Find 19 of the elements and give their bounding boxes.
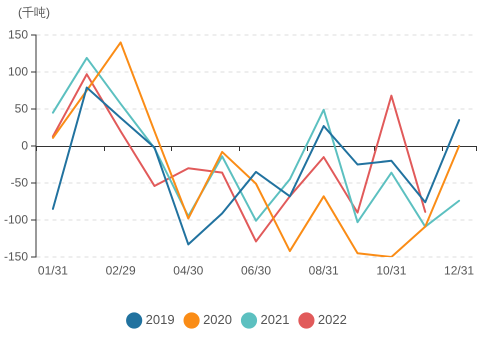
y-tick-label: 150 [8,27,28,42]
x-tick-label: 08/31 [308,264,340,278]
y-tick-label: -100 [4,212,28,226]
x-tick-label: 02/29 [106,264,136,278]
y-tick-label: -150 [4,249,28,264]
legend-label: 2021 [260,312,290,328]
x-tick-label: 04/30 [173,264,204,278]
legend-label: 2019 [146,312,175,328]
y-tick-label: 50 [14,101,28,116]
legend-label: 2020 [203,312,232,328]
y-axis-title: (千吨) [18,5,50,20]
y-tick-label: 100 [8,64,28,78]
legend-label: 2022 [318,312,347,328]
x-tick-label: 01/31 [38,264,68,278]
x-tick-label: 12/31 [444,264,474,278]
y-tick-label: 0 [21,138,28,152]
y-tick-label: -50 [10,175,28,190]
x-tick-label: 06/30 [240,264,272,278]
x-tick-label: 10/31 [376,264,407,278]
